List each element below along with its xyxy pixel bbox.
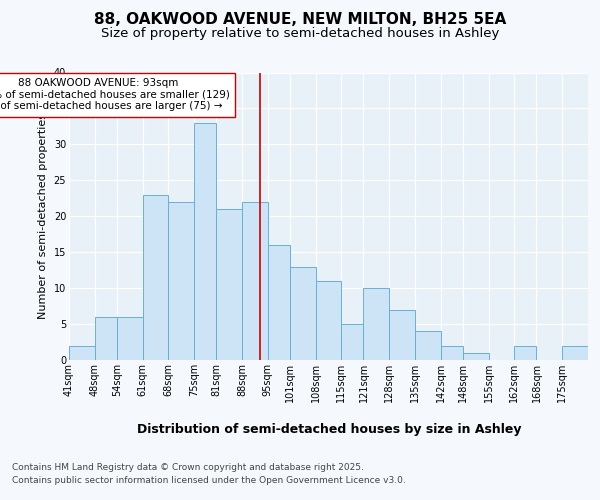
Bar <box>117 317 143 360</box>
Bar <box>341 324 364 360</box>
Bar <box>268 245 290 360</box>
Bar <box>69 346 95 360</box>
Bar <box>514 346 536 360</box>
Bar <box>216 209 242 360</box>
Text: Contains public sector information licensed under the Open Government Licence v3: Contains public sector information licen… <box>12 476 406 485</box>
Bar <box>441 346 463 360</box>
Bar <box>95 317 117 360</box>
Text: Contains HM Land Registry data © Crown copyright and database right 2025.: Contains HM Land Registry data © Crown c… <box>12 462 364 471</box>
Bar <box>463 353 488 360</box>
Bar <box>415 331 441 360</box>
Y-axis label: Number of semi-detached properties: Number of semi-detached properties <box>38 114 48 320</box>
Bar <box>194 123 216 360</box>
Bar <box>169 202 194 360</box>
Text: Size of property relative to semi-detached houses in Ashley: Size of property relative to semi-detach… <box>101 28 499 40</box>
Bar <box>290 266 316 360</box>
Text: Distribution of semi-detached houses by size in Ashley: Distribution of semi-detached houses by … <box>137 422 521 436</box>
Bar <box>364 288 389 360</box>
Bar <box>316 281 341 360</box>
Bar <box>562 346 588 360</box>
Bar <box>242 202 268 360</box>
Bar <box>389 310 415 360</box>
Text: 88 OAKWOOD AVENUE: 93sqm
← 63% of semi-detached houses are smaller (129)
37% of : 88 OAKWOOD AVENUE: 93sqm ← 63% of semi-d… <box>0 78 230 112</box>
Bar <box>143 194 169 360</box>
Text: 88, OAKWOOD AVENUE, NEW MILTON, BH25 5EA: 88, OAKWOOD AVENUE, NEW MILTON, BH25 5EA <box>94 12 506 28</box>
